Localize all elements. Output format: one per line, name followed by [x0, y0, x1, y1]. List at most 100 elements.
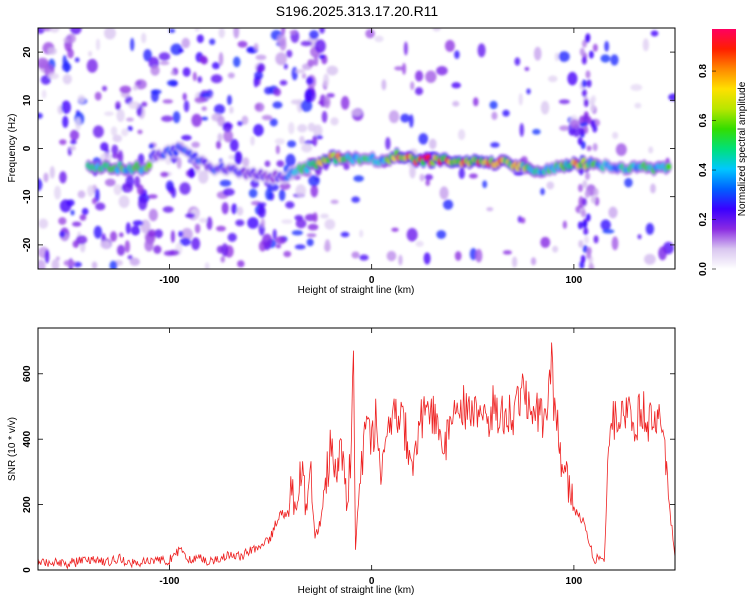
spectrogram-y-tick-label: 0: [22, 145, 33, 151]
heatmap-cell: [570, 119, 580, 129]
heatmap-cell: [359, 254, 369, 261]
heatmap-cell: [615, 143, 627, 156]
heatmap-cell: [554, 52, 560, 62]
heatmap-cell: [141, 32, 147, 44]
spectrogram-y-tick-label: 20: [22, 46, 33, 58]
heatmap-cell: [198, 170, 209, 184]
heatmap-cell: [558, 99, 570, 105]
heatmap-cell: [612, 131, 619, 140]
heatmap-cell: [121, 182, 134, 193]
colorbar-tick-label: 0.6: [698, 113, 709, 127]
heatmap-cell: [442, 199, 454, 210]
heatmap-cell: [394, 66, 404, 71]
colorbar-tick-label: 0.0: [698, 262, 709, 276]
heatmap-cell: [468, 173, 478, 179]
heatmap-cell: [578, 239, 584, 248]
heatmap-cell: [318, 54, 326, 60]
heatmap-cell: [310, 184, 319, 198]
heatmap-cell: [109, 260, 118, 269]
heatmap-cell: [166, 79, 178, 87]
heatmap-cell: [194, 28, 200, 32]
heatmap-cell: [237, 260, 245, 268]
heatmap-cell: [540, 188, 545, 196]
heatmap-cell: [87, 185, 95, 197]
heatmap-cell: [121, 128, 129, 137]
heatmap-cell: [388, 110, 400, 124]
heatmap-cell: [100, 142, 109, 152]
heatmap-cell: [401, 62, 407, 75]
heatmap-cell: [250, 135, 255, 146]
heatmap-cell: [330, 199, 339, 205]
heatmap-cell: [423, 252, 431, 265]
heatmap-cell: [644, 253, 656, 265]
heatmap-cell: [294, 244, 306, 250]
heatmap-cell: [59, 231, 66, 238]
heatmap-cell: [584, 235, 590, 244]
heatmap-cell: [136, 184, 144, 196]
heatmap-cell: [288, 122, 295, 135]
heatmap-cell: [602, 229, 615, 234]
heatmap-cell: [585, 172, 591, 181]
heatmap-cell: [163, 250, 175, 256]
heatmap-cell: [253, 124, 264, 137]
spectrogram-x-tick-label: -100: [159, 275, 179, 286]
heatmap-cell: [110, 126, 118, 137]
heatmap-cell: [321, 110, 328, 123]
heatmap-cell: [62, 115, 69, 128]
heatmap-cell: [231, 203, 238, 215]
heatmap-cell: [132, 85, 138, 91]
heatmap-cell: [272, 228, 277, 240]
heatmap-cell: [254, 102, 265, 112]
heatmap-cell: [127, 255, 133, 260]
heatmap-cell: [160, 171, 169, 178]
snr-y-tick-label: 600: [22, 365, 33, 382]
heatmap-cell: [630, 84, 643, 91]
heatmap-cell: [47, 72, 59, 80]
heatmap-cell: [92, 125, 104, 138]
heatmap-cell: [580, 209, 586, 218]
heatmap-cell: [134, 175, 141, 188]
heatmap-cell: [586, 79, 592, 88]
heatmap-cell: [159, 60, 170, 66]
heatmap-cell: [323, 242, 331, 252]
heatmap-cell: [351, 251, 360, 259]
heatmap-cell: [141, 101, 148, 107]
heatmap-cell: [206, 216, 213, 230]
heatmap-cell: [104, 111, 114, 116]
heatmap-cell: [195, 169, 202, 174]
heatmap-cell: [585, 33, 591, 42]
heatmap-cell: [38, 57, 49, 69]
figure-title: S196.2025.313.17.20.R11: [276, 3, 439, 19]
heatmap-cell: [194, 97, 207, 104]
heatmap-cell: [124, 240, 131, 253]
colorbar: 0.0 0.2 0.4 0.6 0.8 Normalized spectral ampl…: [698, 29, 748, 276]
heatmap-cell: [403, 41, 408, 56]
heatmap-cell: [475, 248, 483, 263]
heatmap-cell: [38, 112, 43, 119]
heatmap-cell: [111, 153, 121, 159]
heatmap-cell: [178, 48, 184, 53]
heatmap-cell: [38, 218, 49, 229]
heatmap-cell: [295, 218, 307, 229]
snr-panel: -100 0 100 0 200 400 600 Height of straight li…: [7, 327, 676, 596]
heatmap-cell: [582, 244, 588, 253]
heatmap-cell: [269, 118, 278, 127]
heatmap-cell: [285, 201, 295, 209]
heatmap-cell: [235, 219, 245, 227]
heatmap-cell: [650, 30, 659, 37]
heatmap-cell: [254, 71, 264, 80]
heatmap-cell: [191, 113, 202, 127]
heatmap-cell: [581, 56, 587, 65]
heatmap-cell: [233, 56, 241, 68]
heatmap-cell: [600, 54, 611, 63]
heatmap-cell: [330, 117, 339, 126]
heatmap-cell: [274, 138, 285, 145]
heatmap-cell: [220, 256, 226, 263]
heatmap-cell: [312, 135, 318, 147]
heatmap-cell: [502, 250, 512, 255]
heatmap-cell: [381, 79, 387, 91]
heatmap-cell: [415, 70, 424, 82]
heatmap-cell: [546, 181, 555, 190]
heatmap-cell: [153, 245, 162, 254]
heatmap-cell: [281, 28, 286, 36]
